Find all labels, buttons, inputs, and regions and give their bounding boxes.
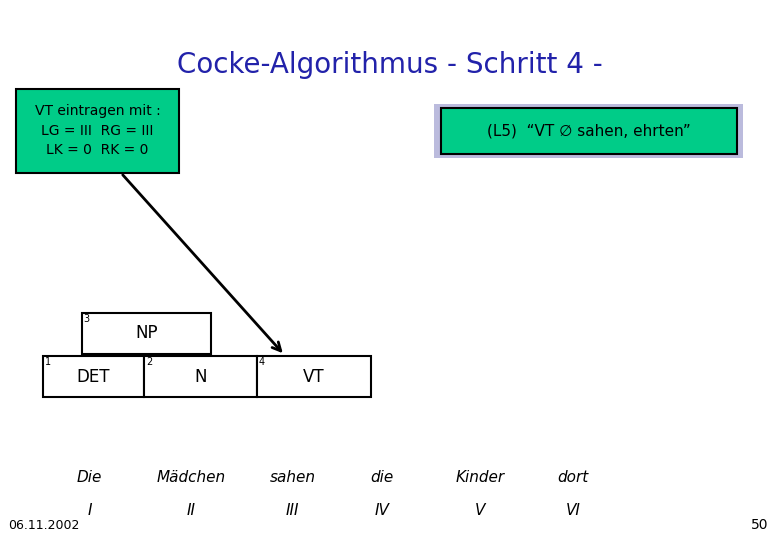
Text: Die: Die bbox=[77, 470, 102, 485]
Text: die: die bbox=[370, 470, 394, 485]
FancyBboxPatch shape bbox=[43, 356, 144, 397]
Text: 1: 1 bbox=[44, 357, 51, 368]
Text: 4: 4 bbox=[259, 357, 265, 368]
Text: Mädchen: Mädchen bbox=[157, 470, 225, 485]
Text: VT: VT bbox=[303, 368, 324, 386]
Text: I: I bbox=[87, 503, 92, 518]
Text: V: V bbox=[474, 503, 485, 518]
Text: 3: 3 bbox=[83, 314, 90, 325]
Text: VT eintragen mit :
LG = III  RG = III
LK = 0  RK = 0: VT eintragen mit : LG = III RG = III LK … bbox=[34, 104, 161, 158]
Text: IV: IV bbox=[374, 503, 390, 518]
Text: dort: dort bbox=[558, 470, 589, 485]
Text: II: II bbox=[186, 503, 196, 518]
FancyBboxPatch shape bbox=[257, 356, 370, 397]
FancyBboxPatch shape bbox=[441, 108, 737, 154]
Text: (L5)  “VT ∅ sahen, ehrten”: (L5) “VT ∅ sahen, ehrten” bbox=[487, 124, 691, 138]
Text: NP: NP bbox=[135, 325, 158, 342]
Text: DET: DET bbox=[77, 368, 110, 386]
Text: 2: 2 bbox=[146, 357, 152, 368]
Text: VI: VI bbox=[566, 503, 581, 518]
Text: 50: 50 bbox=[751, 518, 768, 532]
Text: Kinder: Kinder bbox=[456, 470, 504, 485]
FancyBboxPatch shape bbox=[16, 89, 179, 173]
FancyBboxPatch shape bbox=[82, 313, 211, 354]
FancyBboxPatch shape bbox=[434, 104, 743, 158]
Text: III: III bbox=[285, 503, 300, 518]
Text: N: N bbox=[194, 368, 207, 386]
Text: sahen: sahen bbox=[270, 470, 315, 485]
Text: 06.11.2002: 06.11.2002 bbox=[8, 519, 80, 532]
FancyBboxPatch shape bbox=[144, 356, 257, 397]
Text: Cocke-Algorithmus - Schritt 4 -: Cocke-Algorithmus - Schritt 4 - bbox=[177, 51, 603, 79]
